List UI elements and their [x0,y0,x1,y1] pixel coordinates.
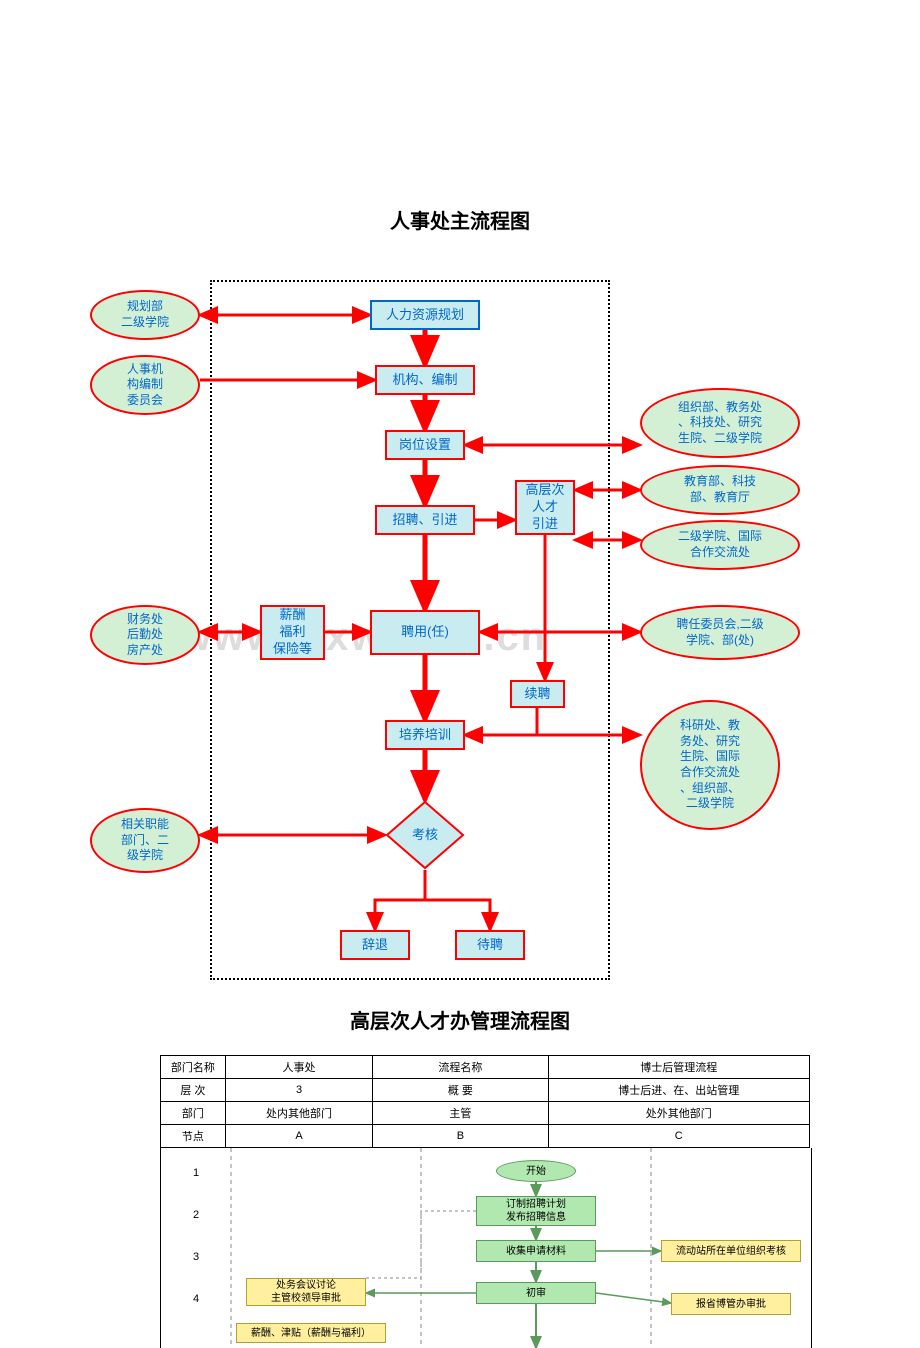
node-n3: 岗位设置 [385,430,465,460]
subnode-s3: 收集申请材料 [476,1240,596,1262]
node-n8: 辞退 [340,930,410,960]
node-n5l: 薪酬 福利 保险等 [260,605,325,660]
subnode-r2: 报省博管办审批 [671,1293,791,1315]
ellipse-e7: 聘任委员会,二级 学院、部(处) [640,605,800,660]
header-table: 部门名称人事处流程名称博士后管理流程层 次3概 要博士后进、在、出站管理部门处内… [160,1055,810,1148]
ellipse-e1: 规划部 二级学院 [90,290,200,340]
step-num: 2 [161,1205,231,1225]
table-cell: 3 [225,1079,373,1102]
table-cell: 处外其他部门 [548,1102,809,1125]
subnode-s4: 初审 [476,1282,596,1304]
node-n1: 人力资源规划 [370,300,480,330]
table-cell: 主管 [373,1102,548,1125]
ellipse-e4: 教育部、科技 部、教育厅 [640,465,800,515]
table-cell: C [548,1125,809,1148]
subnode-start: 开始 [496,1160,576,1182]
table-cell: 部门名称 [161,1056,226,1079]
step-num: 3 [161,1247,231,1267]
ellipse-e2: 人事机 构编制 委员会 [90,355,200,415]
table-cell: 人事处 [225,1056,373,1079]
node-n6: 培养培训 [385,720,465,750]
node-n5r: 续聘 [510,680,565,708]
table-cell: 处内其他部门 [225,1102,373,1125]
node-n2: 机构、编制 [375,365,475,395]
table2-container: 部门名称人事处流程名称博士后管理流程层 次3概 要博士后进、在、出站管理部门处内… [160,1055,810,1348]
node-n4b: 高层次 人才 引进 [515,480,575,535]
subnode-r1: 流动站所在单位组织考核 [661,1240,801,1262]
table-cell: 层 次 [161,1079,226,1102]
ellipse-e8: 科研处、教 务处、研究 生院、国际 合作交流处 、组织部、 二级学院 [640,700,780,830]
table-cell: A [225,1125,373,1148]
main-title: 人事处主流程图 [0,205,920,234]
subnode-y2: 薪酬、津贴（薪酬与福利） [236,1323,386,1343]
table-cell: 概 要 [373,1079,548,1102]
ellipse-e6: 财务处 后勤处 房产处 [90,605,200,665]
sub-title: 高层次人才办管理流程图 [0,1005,920,1034]
node-n4: 招聘、引进 [375,505,475,535]
ellipse-e5: 二级学院、国际 合作交流处 [640,520,800,570]
table-cell: 流程名称 [373,1056,548,1079]
table-cell: B [373,1125,548,1148]
subnode-s2: 订制招聘计划 发布招聘信息 [476,1196,596,1226]
table-cell: 博士后进、在、出站管理 [548,1079,809,1102]
node-n5: 聘用(任) [370,610,480,655]
step-num: 1 [161,1163,231,1183]
node-n7: 考核 [385,800,465,870]
step-num: 4 [161,1289,231,1309]
table-cell: 节点 [161,1125,226,1148]
node-n9: 待聘 [455,930,525,960]
ellipse-e9: 相关职能 部门、二 级学院 [90,808,200,873]
table-cell: 部门 [161,1102,226,1125]
ellipse-e3: 组织部、教务处 、科技处、研究 生院、二级学院 [640,388,800,458]
table-cell: 博士后管理流程 [548,1056,809,1079]
